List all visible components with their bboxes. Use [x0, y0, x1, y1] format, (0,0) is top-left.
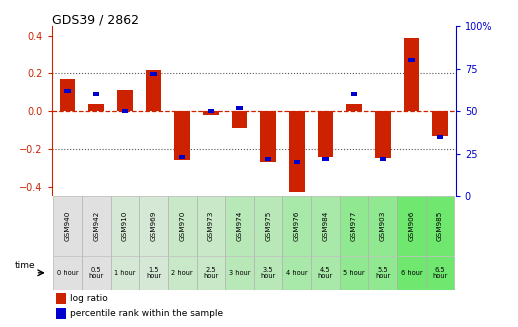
Text: 3.5
hour: 3.5 hour: [261, 267, 276, 279]
Bar: [89, 104, 104, 111]
Text: percentile rank within the sample: percentile rank within the sample: [70, 309, 223, 318]
Bar: [139, 256, 168, 290]
Text: 2 hour: 2 hour: [171, 270, 193, 276]
Bar: [150, 72, 156, 76]
Text: 5 hour: 5 hour: [343, 270, 365, 276]
Text: GSM940: GSM940: [65, 211, 70, 241]
Bar: [56, 308, 66, 319]
Bar: [110, 256, 139, 290]
Text: GSM975: GSM975: [265, 211, 271, 241]
Text: GSM974: GSM974: [237, 211, 242, 241]
Bar: [168, 256, 196, 290]
Bar: [60, 79, 76, 111]
Text: time: time: [15, 261, 36, 270]
Bar: [397, 256, 426, 290]
Text: GSM906: GSM906: [408, 211, 414, 241]
Text: GSM977: GSM977: [351, 211, 357, 241]
Bar: [380, 157, 386, 161]
Text: GSM970: GSM970: [179, 211, 185, 241]
Bar: [437, 135, 443, 139]
Bar: [56, 293, 66, 303]
Bar: [282, 196, 311, 256]
Bar: [82, 196, 110, 256]
Bar: [340, 196, 368, 256]
Text: 6.5
hour: 6.5 hour: [433, 267, 448, 279]
Bar: [174, 111, 190, 160]
Text: GSM910: GSM910: [122, 211, 128, 241]
Bar: [311, 196, 340, 256]
Bar: [432, 111, 448, 136]
Bar: [53, 196, 82, 256]
Bar: [408, 58, 414, 62]
Bar: [179, 155, 185, 159]
Bar: [196, 256, 225, 290]
Bar: [64, 89, 71, 93]
Bar: [146, 70, 162, 111]
Bar: [260, 111, 276, 162]
Text: GSM973: GSM973: [208, 211, 214, 241]
Text: GSM985: GSM985: [437, 211, 443, 241]
Text: GSM942: GSM942: [93, 211, 99, 241]
Text: 0 hour: 0 hour: [57, 270, 78, 276]
Text: 6 hour: 6 hour: [400, 270, 422, 276]
Text: GSM969: GSM969: [151, 211, 156, 241]
Text: 4 hour: 4 hour: [286, 270, 308, 276]
Bar: [322, 157, 328, 161]
Text: 4.5
hour: 4.5 hour: [318, 267, 333, 279]
Bar: [294, 160, 300, 164]
Text: GDS39 / 2862: GDS39 / 2862: [52, 13, 139, 26]
Text: 3 hour: 3 hour: [229, 270, 250, 276]
Bar: [203, 111, 219, 115]
Bar: [375, 111, 391, 159]
Bar: [225, 196, 254, 256]
Bar: [426, 256, 454, 290]
Bar: [117, 91, 133, 111]
Bar: [368, 196, 397, 256]
Bar: [110, 196, 139, 256]
Bar: [196, 196, 225, 256]
Bar: [53, 256, 82, 290]
Bar: [93, 92, 99, 96]
Bar: [254, 196, 282, 256]
Bar: [168, 196, 196, 256]
Bar: [368, 256, 397, 290]
Bar: [404, 38, 419, 111]
Bar: [346, 104, 362, 111]
Bar: [236, 106, 242, 110]
Text: GSM984: GSM984: [323, 211, 328, 241]
Bar: [208, 109, 214, 113]
Bar: [351, 92, 357, 96]
Text: 1.5
hour: 1.5 hour: [146, 267, 161, 279]
Bar: [318, 111, 334, 157]
Text: 1 hour: 1 hour: [114, 270, 136, 276]
Bar: [282, 256, 311, 290]
Bar: [265, 157, 271, 161]
Bar: [397, 196, 426, 256]
Text: 0.5
hour: 0.5 hour: [89, 267, 104, 279]
Bar: [311, 256, 340, 290]
Bar: [122, 109, 128, 113]
Bar: [139, 196, 168, 256]
Text: GSM976: GSM976: [294, 211, 300, 241]
Bar: [289, 111, 305, 193]
Bar: [254, 256, 282, 290]
Text: GSM903: GSM903: [380, 211, 386, 241]
Bar: [225, 256, 254, 290]
Bar: [340, 256, 368, 290]
Bar: [82, 256, 110, 290]
Text: 2.5
hour: 2.5 hour: [203, 267, 219, 279]
Bar: [232, 111, 248, 128]
Bar: [426, 196, 454, 256]
Text: 5.5
hour: 5.5 hour: [375, 267, 391, 279]
Text: log ratio: log ratio: [70, 294, 108, 303]
